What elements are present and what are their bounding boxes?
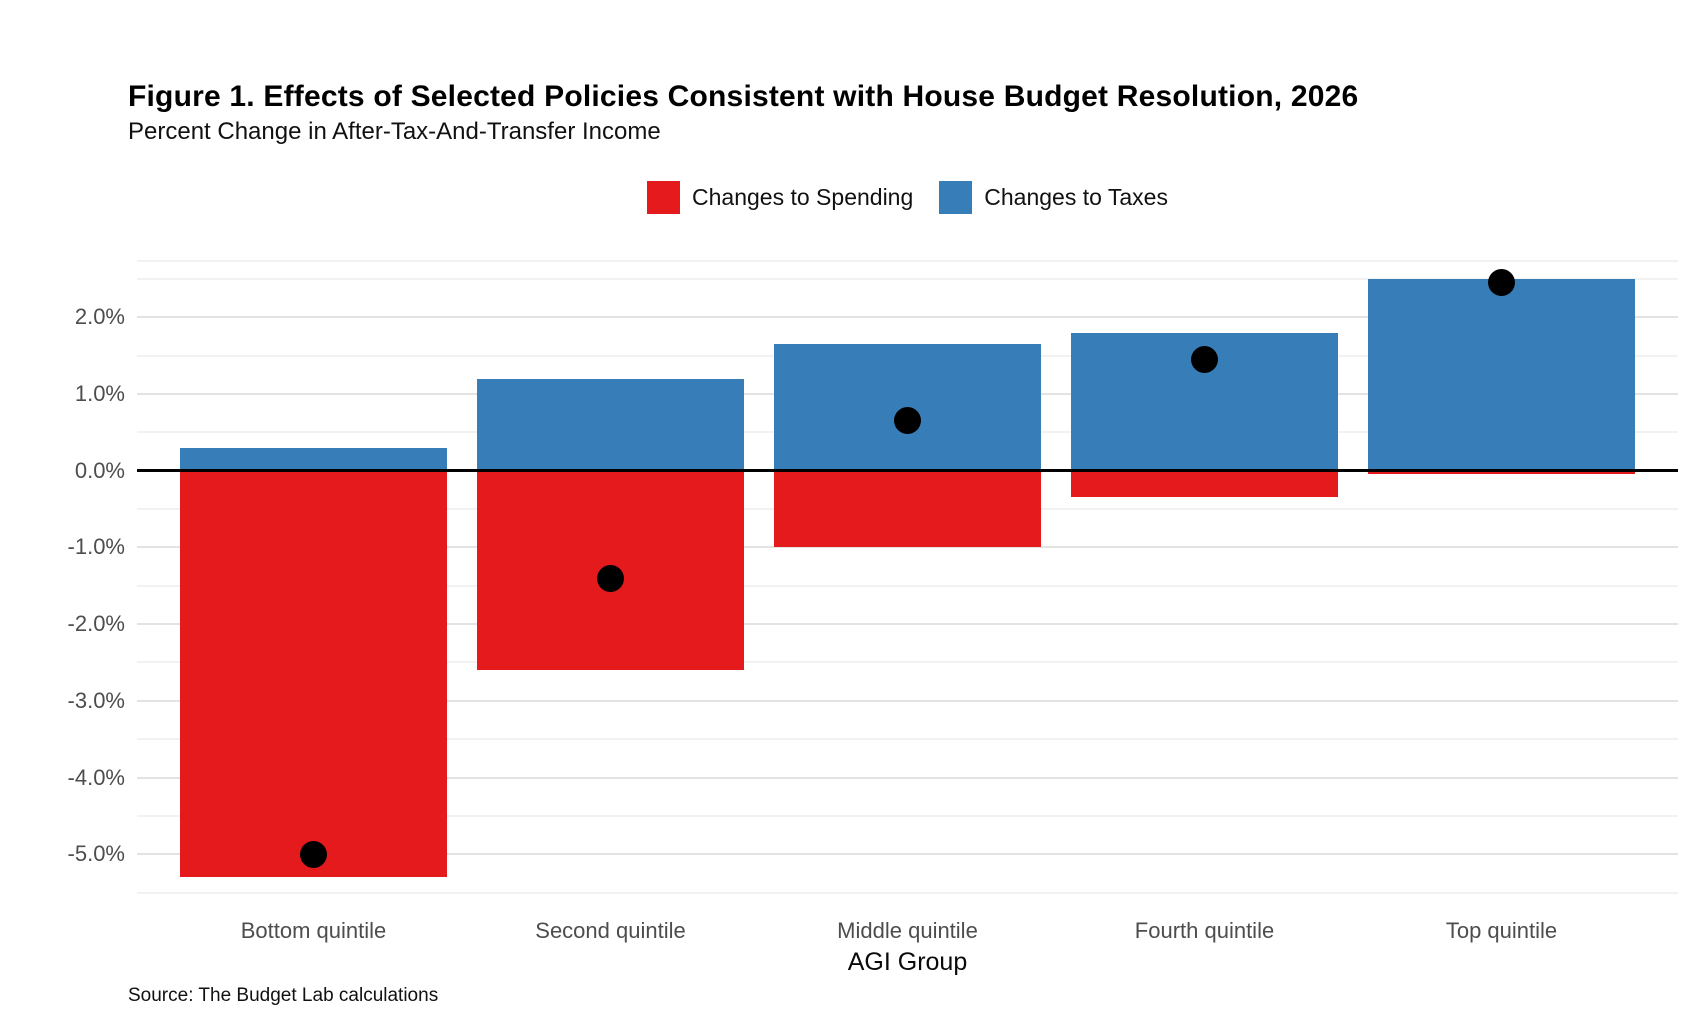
legend-label-changes-to-spending: Changes to Spending (692, 184, 914, 210)
gridline-minor (137, 661, 1678, 664)
bar-changes-to-spending-top-quintile (1368, 470, 1635, 475)
legend-item-changes-to-spending: Changes to Spending (647, 181, 913, 214)
x-tick-label-second-quintile: Second quintile (535, 918, 686, 943)
source-note: Source: The Budget Lab calculations (128, 985, 439, 1006)
plot-area (137, 260, 1678, 908)
legend-swatch-changes-to-spending (647, 181, 681, 214)
chart-title: Figure 1. Effects of Selected Policies C… (128, 80, 1359, 113)
bar-changes-to-taxes-bottom-quintile (180, 447, 447, 471)
gridline-major (137, 546, 1678, 549)
net-dot-second-quintile (597, 564, 624, 592)
y-tick-label-1-0: 1.0% (74, 380, 125, 406)
net-dot-bottom-quintile (300, 840, 327, 868)
gridline-major (137, 699, 1678, 702)
net-dot-middle-quintile (894, 407, 921, 435)
y-axis: 2.0% 1.0% 0.0% -1.0% -2.0% -3.0% -4.0% -5.0% (25, 260, 125, 908)
net-dot-fourth-quintile (1191, 345, 1218, 373)
y-tick-label-0-0: 0.0% (74, 457, 125, 483)
gridline-minor (137, 738, 1678, 741)
gridline-minor (137, 277, 1678, 280)
legend: Changes to Spending Changes to Taxes (137, 181, 1678, 214)
x-axis-title: AGI Group (847, 948, 968, 976)
y-tick-label-1-0: -1.0% (67, 534, 125, 560)
y-tick-label-5-0: -5.0% (67, 841, 125, 867)
gridline-major (137, 316, 1678, 319)
y-tick-label-2-0: 2.0% (74, 304, 125, 330)
gridline-major (137, 623, 1678, 626)
chart-subtitle: Percent Change in After-Tax-And-Transfer… (128, 118, 661, 145)
x-axis: Bottom quintile Second quintile Middle qui… (165, 918, 1650, 944)
legend-label-changes-to-taxes: Changes to Taxes (984, 184, 1168, 210)
x-tick-label-bottom-quintile: Bottom quintile (240, 918, 387, 943)
gridline-minor (137, 891, 1678, 894)
x-tick-label-middle-quintile: Middle quintile (837, 918, 978, 943)
gridline-minor (137, 814, 1678, 817)
bar-changes-to-taxes-top-quintile (1368, 278, 1635, 471)
x-tick-label-fourth-quintile: Fourth quintile (1134, 918, 1275, 943)
bar-changes-to-taxes-second-quintile (477, 378, 744, 471)
x-tick-label-top-quintile: Top quintile (1445, 918, 1558, 943)
bar-changes-to-spending-fourth-quintile (1071, 470, 1338, 498)
gridline-minor (137, 584, 1678, 587)
gridline-major (137, 853, 1678, 856)
zero-line (137, 469, 1678, 473)
gridline-major (137, 776, 1678, 779)
gridline-minor (137, 260, 1678, 262)
y-tick-label-2-0: -2.0% (67, 611, 125, 637)
y-tick-label-3-0: -3.0% (67, 687, 125, 713)
legend-item-changes-to-taxes: Changes to Taxes (939, 181, 1168, 214)
y-tick-label-4-0: -4.0% (67, 764, 125, 790)
bar-changes-to-spending-bottom-quintile (180, 470, 447, 878)
legend-swatch-changes-to-taxes (939, 181, 973, 214)
bar-changes-to-spending-middle-quintile (774, 470, 1041, 548)
net-dot-top-quintile (1488, 269, 1515, 297)
